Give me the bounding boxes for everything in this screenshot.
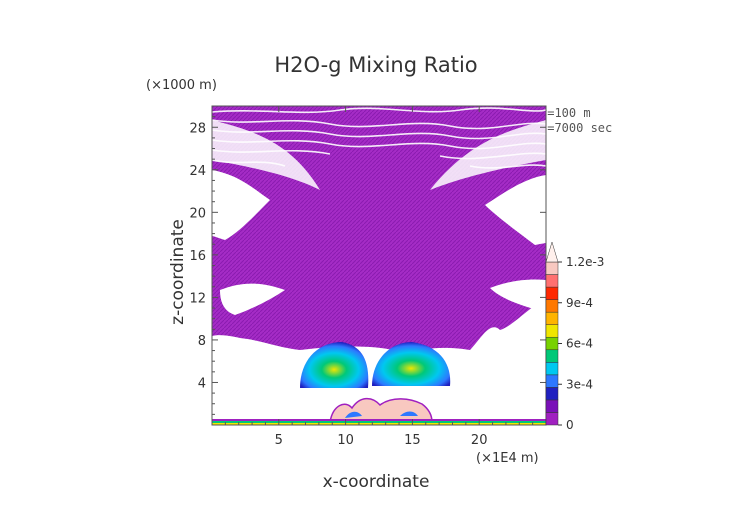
- white-patch-top-right: [430, 120, 546, 190]
- x-axis-label: x-coordinate: [323, 472, 430, 492]
- y-unit-label: (×1000 m): [146, 78, 217, 93]
- colorbar-band: [545, 374, 559, 388]
- colorbar-band: [545, 261, 559, 275]
- colorbar-band: [545, 362, 559, 376]
- white-patch-right-low: [490, 279, 546, 312]
- plot-area: [212, 106, 546, 425]
- colorbar: 0 3e-4 6e-4 9e-4 1.2e-3: [545, 241, 604, 432]
- white-patch-left-low: [220, 283, 285, 315]
- x-tick-label: 5: [275, 433, 283, 448]
- annotation-t: t=7000 sec: [540, 121, 612, 135]
- moist-core-right: [372, 342, 451, 386]
- colorbar-tick-label: 6e-4: [566, 337, 593, 351]
- colorbar-band: [545, 336, 559, 351]
- surface-layer-base: [212, 420, 546, 425]
- colorbar-tick-label: 3e-4: [566, 377, 593, 391]
- moist-core-left: [300, 342, 369, 388]
- y-tick-label: 24: [189, 164, 206, 179]
- chart-title: H2O-g Mixing Ratio: [274, 53, 477, 77]
- colorbar-band: [545, 324, 559, 338]
- colorbar-band: [545, 286, 559, 300]
- colorbar-band: [545, 299, 559, 313]
- colorbar-band: [545, 412, 559, 426]
- x-tick-label: 15: [404, 433, 421, 448]
- white-patch-top-left: [212, 120, 320, 190]
- surface-layer-top: [212, 419, 546, 421]
- colorbar-overflow-arrow: [545, 241, 559, 263]
- colorbar-band: [545, 399, 559, 413]
- x-unit-label: (×1E4 m): [476, 451, 539, 466]
- colorbar-band: [545, 387, 559, 401]
- colorbar-band: [545, 349, 559, 363]
- surface-layer-bottom: [212, 423, 546, 425]
- x-tick-label: 10: [337, 433, 354, 448]
- y-tick-label: 8: [198, 334, 206, 349]
- colorbar-tick-label: 0: [566, 418, 574, 432]
- axes: 5 10 15 20 4 8 12 16 20 24 28: [189, 106, 546, 448]
- y-tick-label: 20: [189, 206, 206, 221]
- white-patch-right: [485, 175, 546, 245]
- surface-bump-core: [345, 411, 418, 418]
- colorbar-tick-label: 9e-4: [566, 296, 593, 310]
- annotation-y: y=100 m: [540, 106, 591, 120]
- upper-banding: [212, 107, 546, 169]
- y-tick-label: 16: [189, 249, 206, 264]
- y-axis-label: z-coordinate: [168, 219, 188, 325]
- colorbar-tick-label: 1.2e-3: [566, 255, 604, 269]
- y-tick-label: 12: [189, 291, 206, 306]
- y-tick-label: 28: [189, 121, 206, 136]
- white-patch-left: [212, 170, 270, 240]
- colorbar-band: [545, 311, 559, 325]
- y-tick-label: 4: [198, 376, 206, 391]
- colorbar-band: [545, 274, 559, 288]
- x-tick-label: 20: [471, 433, 488, 448]
